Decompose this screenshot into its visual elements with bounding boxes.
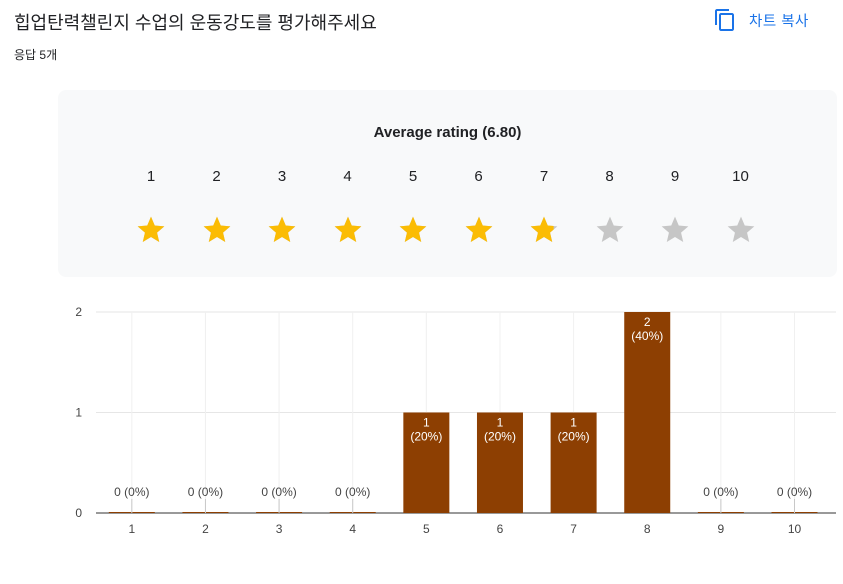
average-rating: Average rating (6.80) [373, 124, 522, 141]
star-icon-6 [463, 214, 495, 246]
x-tick-label: 1 [128, 522, 135, 536]
response-count: 응답 5개 [14, 48, 58, 62]
rating-summary-card: Average rating (6.80) 1 2 3 4 5 6 7 8 9 10 [58, 90, 837, 277]
question-title: 힙업탄력챌린지 수업의 운동강도를 평가해주세요 [14, 13, 377, 33]
bar-5 [403, 412, 450, 513]
bar-value-label: 2 [644, 315, 651, 329]
bar-value-label: 1 [570, 416, 577, 430]
bar-percent-label: (20%) [410, 430, 442, 444]
bar-6 [476, 412, 523, 513]
bar-value-label: 1 [423, 416, 430, 430]
scale-number-4: 4 [343, 168, 352, 185]
bar-value-label: 1 [497, 416, 504, 430]
y-tick-label: 2 [75, 305, 82, 319]
bar-percent-label: (20%) [558, 430, 590, 444]
x-tick-label: 9 [718, 522, 725, 536]
scale-number-8: 8 [605, 168, 614, 185]
scale-number-7: 7 [539, 168, 549, 185]
star-icon-1 [135, 214, 167, 246]
copy-chart-label: 차트 복사 [749, 13, 809, 30]
bar-value-label: 0 (0%) [188, 485, 223, 499]
x-tick-label: 8 [644, 522, 651, 536]
y-tick-label: 1 [75, 406, 82, 420]
scale-number-6: 6 [474, 168, 483, 185]
bar-value-label: 0 (0%) [261, 485, 296, 499]
scale-number-3: 3 [277, 168, 287, 185]
bar-value-label: 0 (0%) [777, 485, 812, 499]
x-tick-label: 6 [497, 522, 504, 536]
bar-percent-label: (20%) [484, 430, 516, 444]
scale-number-1: 1 [146, 168, 156, 185]
scale-number-5: 5 [408, 168, 418, 185]
bar-percent-label: (40%) [631, 329, 663, 343]
star-icon-9 [659, 214, 691, 246]
x-tick-label: 2 [202, 522, 209, 536]
x-tick-label: 5 [423, 522, 430, 536]
x-tick-label: 10 [788, 522, 802, 536]
x-tick-label: 4 [349, 522, 356, 536]
star-icon-3 [266, 214, 298, 246]
star-icon-7 [528, 214, 560, 246]
star-icon-8 [594, 214, 626, 246]
star-icon-10 [725, 214, 757, 246]
copy-icon [713, 8, 737, 32]
copy-chart-button[interactable]: 차트 복사 [713, 6, 809, 34]
bar-value-label: 0 (0%) [703, 485, 738, 499]
scale-number-9: 9 [670, 168, 680, 185]
bar-value-label: 0 (0%) [335, 485, 370, 499]
x-tick-label: 3 [276, 522, 283, 536]
y-tick-label: 0 [75, 506, 82, 520]
bar-value-label: 0 (0%) [114, 485, 149, 499]
scale-number-10: 10 [732, 168, 749, 185]
scale-number-2: 2 [212, 168, 221, 185]
star-icon-5 [397, 214, 429, 246]
star-icon-2 [201, 214, 233, 246]
star-icon-4 [332, 214, 364, 246]
bar-7 [550, 412, 597, 513]
bar-8 [624, 312, 671, 513]
x-tick-label: 7 [570, 522, 577, 536]
